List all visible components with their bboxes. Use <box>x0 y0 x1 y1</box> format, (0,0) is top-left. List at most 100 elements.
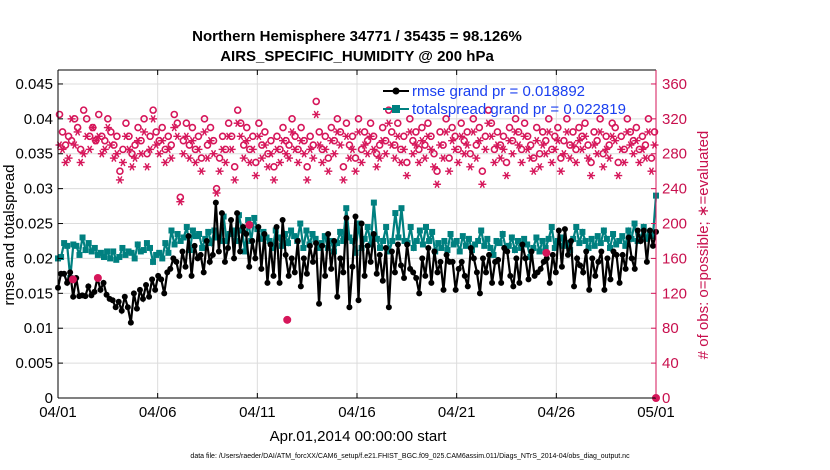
rmse-point <box>340 269 347 276</box>
rmse-point <box>322 272 329 279</box>
obs-evaluated-marker <box>487 132 496 141</box>
obs-low-marker <box>68 275 77 284</box>
obs-evaluated-marker <box>288 128 297 136</box>
obs-evaluated-marker <box>396 158 405 167</box>
obs-possible-marker <box>638 132 647 141</box>
rmse-point <box>452 286 459 293</box>
obs-possible-marker <box>511 115 520 123</box>
rmse-point <box>352 213 359 220</box>
obs-possible-marker <box>526 141 535 149</box>
x-axis-label: Apr.01,2014 00:00:00 start <box>270 428 448 445</box>
obs-evaluated-marker <box>146 145 155 154</box>
obs-evaluated-marker <box>647 167 656 176</box>
spread-point <box>168 227 175 234</box>
spread-point <box>515 237 521 244</box>
spread-point <box>223 237 230 244</box>
spread-point <box>370 199 377 206</box>
obs-evaluated-marker <box>149 115 158 123</box>
rmse-point <box>279 217 286 224</box>
y-axis-label: rmse and totalspread <box>1 165 18 306</box>
obs-evaluated-marker <box>475 136 484 145</box>
obs-evaluated-marker <box>381 149 390 158</box>
rmse-point <box>564 251 571 258</box>
spread-point <box>441 237 448 244</box>
obs-possible-marker <box>104 115 112 123</box>
obs-possible-marker <box>94 110 103 119</box>
rmse-point <box>276 279 283 286</box>
obs-possible-marker <box>279 123 287 132</box>
spread-point <box>73 242 80 249</box>
rmse-point <box>604 255 611 262</box>
obs-evaluated-marker <box>587 171 596 180</box>
spread-point <box>143 240 150 247</box>
legend-rmse-label: rmse grand pr = 0.018892 <box>412 83 585 100</box>
obs-evaluated-marker <box>550 145 559 154</box>
obs-evaluated-marker <box>327 136 336 145</box>
obs-evaluated-marker <box>245 158 254 167</box>
obs-evaluated-marker <box>300 149 309 158</box>
rmse-point <box>152 286 159 293</box>
spread-point <box>337 228 344 235</box>
obs-evaluated-marker <box>520 132 529 141</box>
rmse-point <box>410 269 417 276</box>
obs-evaluated-marker <box>445 167 454 176</box>
spread-point <box>107 255 114 262</box>
spread-point <box>429 228 436 235</box>
rmse-point <box>504 248 511 255</box>
obs-possible-marker <box>632 123 641 132</box>
obs-evaluated-marker <box>167 154 176 162</box>
spread-point <box>453 237 460 244</box>
rmse-point <box>203 237 210 244</box>
obs-possible-marker <box>188 123 197 132</box>
obs-possible-marker <box>170 110 179 119</box>
obs-evaluated-marker <box>318 158 327 167</box>
spread-point <box>579 228 586 235</box>
spread-point <box>416 227 423 234</box>
spread-point <box>401 237 408 244</box>
spread-point <box>490 251 497 258</box>
obs-evaluated-marker <box>263 162 272 171</box>
rmse-point <box>61 270 68 277</box>
spread-point <box>113 256 120 263</box>
spread-point <box>183 224 190 231</box>
spread-point <box>110 248 117 255</box>
spread-point <box>462 242 469 249</box>
rmse-point <box>549 251 556 258</box>
obs-possible-marker <box>478 167 487 175</box>
spread-point <box>76 251 83 258</box>
obs-evaluated-marker <box>511 128 520 136</box>
x-tick-label: 04/01 <box>39 404 77 421</box>
rmse-point <box>337 255 344 262</box>
rmse-point <box>483 269 490 276</box>
obs-possible-marker <box>261 128 269 136</box>
obs-possible-marker <box>101 136 109 145</box>
rmse-point <box>364 242 371 249</box>
obs-evaluated-marker <box>76 158 85 167</box>
obs-evaluated-marker <box>230 176 239 184</box>
obs-possible-marker <box>457 119 465 128</box>
obs-evaluated-marker <box>493 141 502 149</box>
obs-possible-marker <box>490 145 499 154</box>
obs-possible-marker <box>122 119 130 128</box>
rmse-point <box>373 270 380 277</box>
rmse-point <box>479 255 486 262</box>
axes: 04/01 04/06 04/11 04/16 04/21 04/26 05/0100.00… <box>15 69 687 421</box>
obs-evaluated-marker <box>526 154 535 162</box>
obs-evaluated-marker <box>574 136 583 145</box>
spread-point <box>285 240 291 247</box>
spread-point <box>607 244 613 251</box>
spread-point <box>189 227 196 234</box>
obs-evaluated-marker <box>454 158 463 167</box>
obs-evaluated-marker <box>360 141 369 149</box>
spread-point <box>456 248 463 255</box>
obs-evaluated-marker <box>448 136 457 145</box>
obs-evaluated-marker <box>297 136 306 145</box>
rmse-point <box>309 258 316 265</box>
spread-point <box>622 242 629 249</box>
obs-evaluated-marker <box>553 136 562 145</box>
obs-possible-marker <box>551 132 559 141</box>
obs-evaluated-marker <box>269 176 278 184</box>
spread-point <box>171 241 178 248</box>
obs-evaluated-marker <box>194 145 203 154</box>
